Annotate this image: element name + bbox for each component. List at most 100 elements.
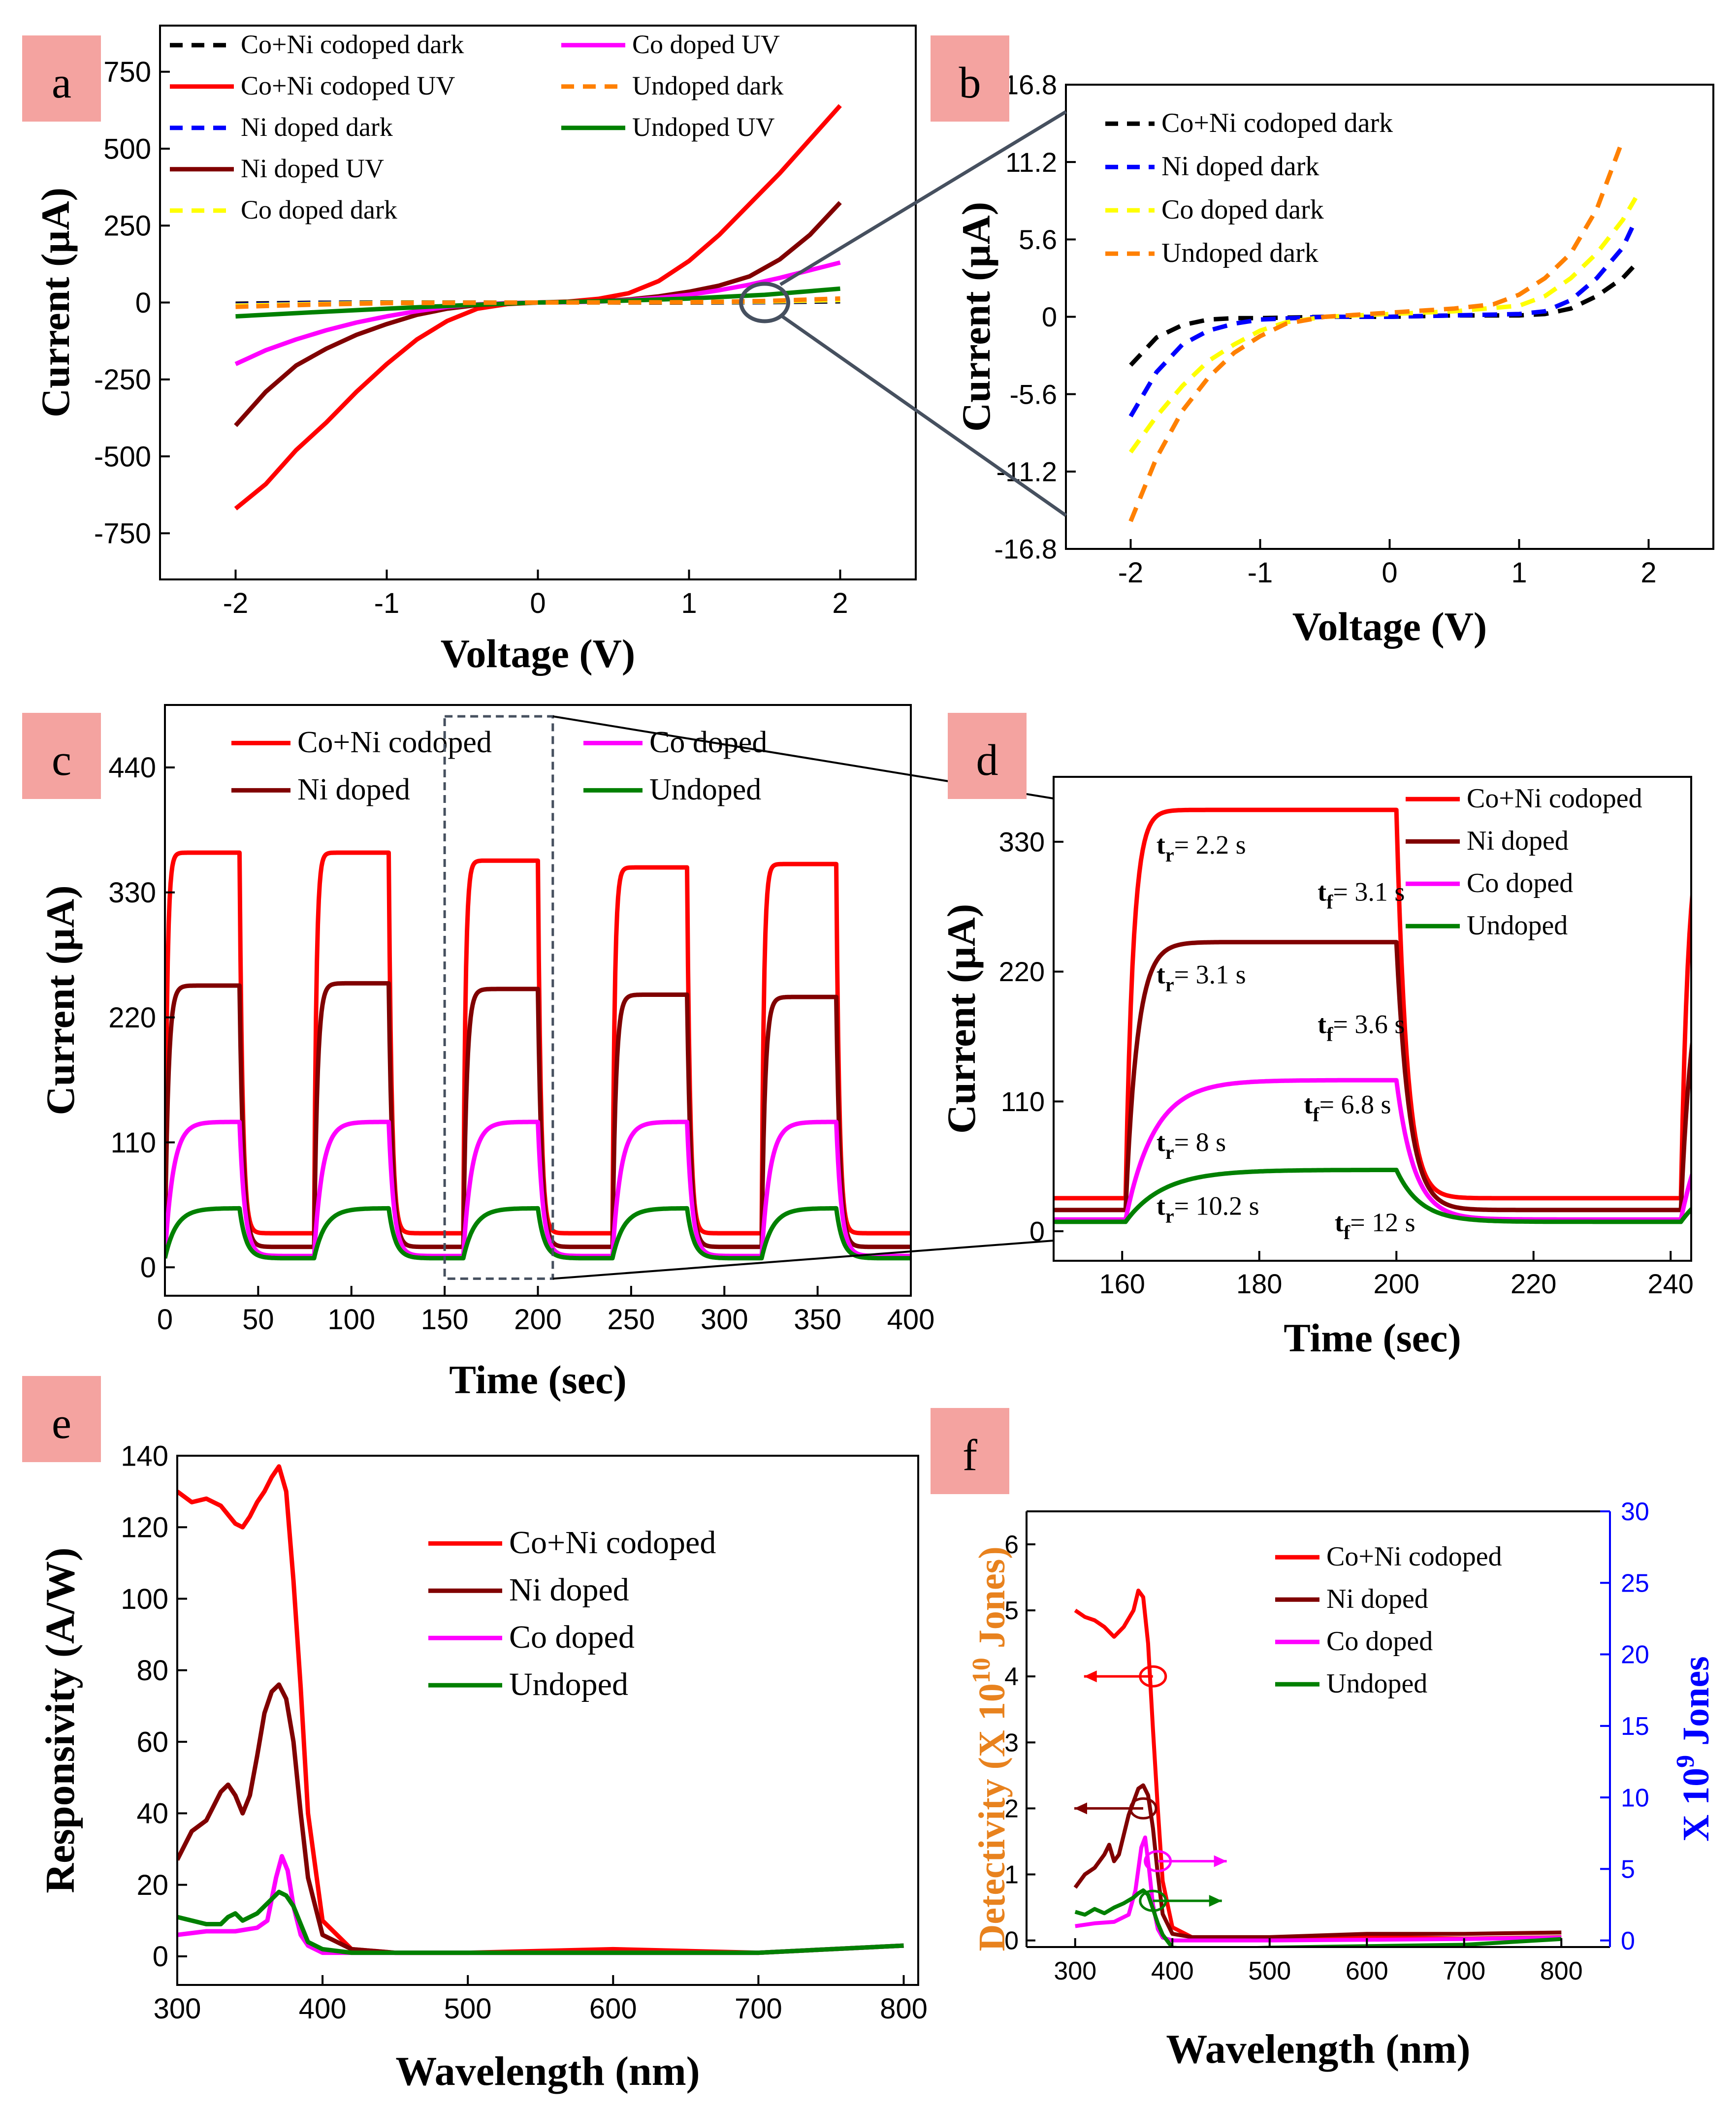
x-tick-label: 600	[589, 1993, 637, 2025]
y-tick-label: -750	[94, 518, 151, 550]
panel-label-box	[948, 713, 1027, 799]
series-line	[1073, 1783, 1562, 1939]
x-tick-label: 1	[681, 587, 697, 619]
t-symbol: t	[1157, 1191, 1165, 1220]
panel-label-e: e	[52, 1399, 71, 1448]
y-tick-label: 0	[153, 1941, 168, 1973]
x-tick-label: 700	[1443, 1957, 1485, 1985]
x-tick-label: 0	[530, 587, 546, 619]
x-tick-label: 800	[880, 1993, 928, 2025]
legend-label: Ni doped dark	[1161, 151, 1319, 182]
x-axis-label: Voltage (V)	[1292, 604, 1487, 649]
x-tick-label: 250	[607, 1304, 655, 1336]
series-line	[1054, 807, 1691, 1201]
legend-label: Undoped	[509, 1666, 628, 1702]
legend-label: Co+Ni codoped	[297, 726, 492, 759]
time-annotation-rise: tr= 8 s	[1157, 1127, 1226, 1163]
y-tick-label: 2	[1004, 1794, 1019, 1823]
series-line	[165, 1119, 911, 1258]
t-value: = 3.6 s	[1333, 1009, 1405, 1039]
t-value: = 12 s	[1350, 1208, 1415, 1237]
x-tick-label: 1	[1511, 557, 1527, 589]
legend-label: Undoped dark	[632, 71, 783, 100]
y-tick-label: 140	[121, 1440, 168, 1472]
y-axis-label: Responsivity (A/W)	[37, 1547, 83, 1893]
y-tick-label: 6	[1004, 1531, 1019, 1559]
t-symbol: t	[1157, 1127, 1165, 1157]
y-tick-label: 0	[1042, 301, 1057, 332]
legend-label: Ni doped	[1467, 826, 1569, 856]
y-tick-label: 330	[108, 877, 156, 909]
y-tick-label: -250	[94, 364, 151, 396]
t-value: = 10.2 s	[1174, 1191, 1259, 1220]
y-label-right-main: X 10	[1675, 1768, 1717, 1842]
y-label-right-exp: 9	[1672, 1755, 1700, 1768]
x-tick-label: 2	[1640, 557, 1656, 589]
y-tick-label: 16.8	[1003, 69, 1057, 100]
y-tick-label: 250	[103, 210, 151, 242]
y-tick-label: 0	[1004, 1927, 1019, 1955]
plot-area-c	[165, 850, 911, 1261]
x-tick-label: -2	[1118, 557, 1144, 589]
x-tick-label: 300	[1054, 1957, 1096, 1985]
legend-label: Co+Ni codoped	[509, 1525, 716, 1561]
t-symbol: t	[1304, 1089, 1313, 1119]
legend-label: Co+Ni codoped	[1326, 1541, 1502, 1572]
zoom-circle	[739, 282, 790, 323]
y-label-left-main: Detectivity (X 10	[971, 1683, 1013, 1951]
x-axis-label: Time (sec)	[1284, 1315, 1461, 1360]
series-line	[234, 201, 842, 427]
arrowhead	[1074, 1802, 1087, 1815]
legend-label: Co+Ni codoped UV	[241, 71, 455, 100]
panel-label-box	[931, 35, 1009, 122]
x-tick-label: 200	[1374, 1268, 1419, 1299]
y-tick-label-right: 20	[1621, 1641, 1649, 1669]
y-tick-label: 1	[1004, 1861, 1019, 1889]
time-annotation-rise: tr= 2.2 s	[1157, 830, 1246, 866]
x-tick-label: 220	[1511, 1268, 1556, 1299]
legend-label: Undoped	[1467, 910, 1568, 941]
x-tick-label: 700	[735, 1993, 782, 2025]
plot-area-a	[234, 104, 842, 511]
y-tick-label: 0	[140, 1252, 156, 1284]
y-tick-label-right: 15	[1621, 1712, 1649, 1741]
series-line	[165, 1206, 911, 1261]
plot-frame-d	[1053, 776, 1692, 1262]
x-tick-label: 240	[1648, 1268, 1694, 1299]
t-value: = 3.1 s	[1333, 877, 1405, 907]
x-tick-label: 500	[444, 1993, 492, 2025]
plot-frame-e	[176, 1455, 919, 1986]
x-tick-label: 600	[1346, 1957, 1388, 1985]
x-axis-label: Wavelength (nm)	[1166, 2026, 1470, 2072]
arrowhead	[1214, 1855, 1227, 1867]
legend-label: Co doped	[1326, 1626, 1433, 1657]
series-line	[1128, 219, 1638, 417]
series-line	[1075, 1835, 1562, 1943]
t-subscript: r	[1165, 1205, 1174, 1227]
time-annotation-fall: tf= 6.8 s	[1304, 1089, 1391, 1125]
y-tick-label-right: 5	[1621, 1855, 1635, 1884]
y-label-right-tail: Jones	[1675, 1656, 1717, 1755]
y-tick-label: 440	[108, 752, 156, 784]
series-line	[1054, 1168, 1691, 1224]
panel-label-b: b	[959, 59, 981, 107]
series-line	[1128, 196, 1638, 454]
legend-label: Co+Ni codoped dark	[1161, 108, 1393, 138]
series-line	[177, 1889, 904, 1955]
panel-label-box	[931, 1408, 1009, 1494]
panel-label-a: a	[52, 59, 71, 107]
legend-label: Ni doped	[1326, 1584, 1428, 1614]
y-tick-label-right: 30	[1621, 1498, 1649, 1526]
x-tick-label: 100	[327, 1304, 375, 1336]
y-tick-label: 220	[999, 956, 1045, 987]
y-axis-label-left: Detectivity (X 1010 Jones)	[967, 1546, 1013, 1951]
t-symbol: t	[1157, 830, 1165, 860]
series-line	[235, 296, 840, 309]
t-symbol: t	[1335, 1208, 1344, 1237]
t-subscript: r	[1165, 1141, 1174, 1163]
y-tick-label: 500	[103, 133, 151, 165]
x-tick-label: 0	[1382, 557, 1397, 589]
y-tick-label: 20	[136, 1869, 168, 1901]
y-axis-label-right: X 109 Jones	[1672, 1656, 1717, 1841]
